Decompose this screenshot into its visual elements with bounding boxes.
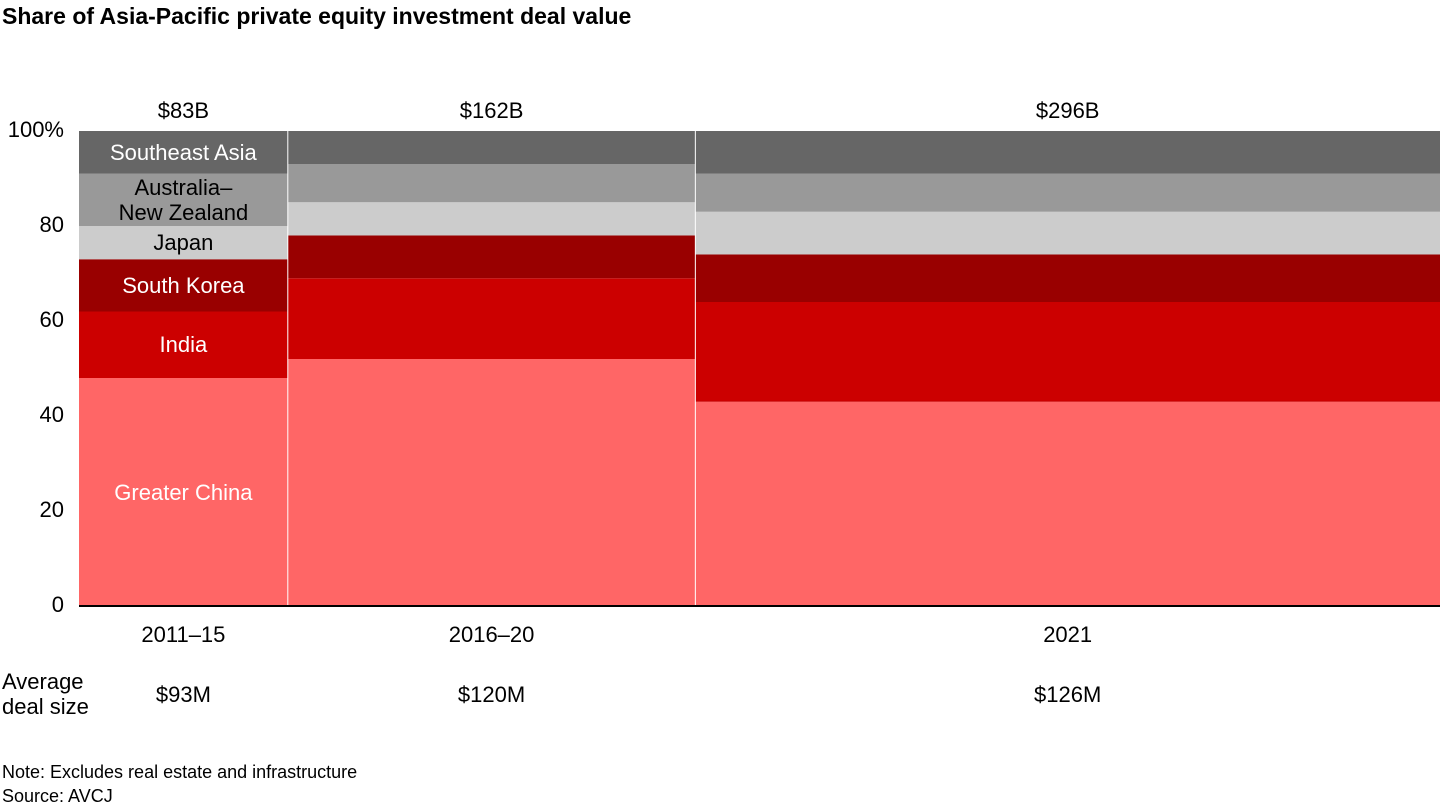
avg-deal-size: $126M — [1034, 682, 1101, 707]
bar-segment — [287, 278, 696, 359]
segment-label: Australia– New Zealand — [118, 174, 249, 225]
y-tick-label: 80 — [40, 212, 64, 237]
y-tick-label: 100% — [8, 117, 64, 142]
segment-label: Japan — [153, 230, 214, 256]
bar-segment — [695, 254, 1440, 302]
segment-label: Greater China — [114, 479, 253, 505]
y-tick-label: 60 — [40, 307, 64, 332]
total-label: $83B — [158, 98, 209, 123]
segment-label: India — [159, 332, 208, 358]
bar-segment — [287, 164, 696, 203]
y-tick-label: 20 — [40, 497, 64, 522]
bar-segment — [695, 131, 1440, 174]
bar-segment — [79, 131, 288, 174]
source: Source: AVCJ — [2, 786, 113, 806]
chart-title: Share of Asia-Pacific private equity inv… — [2, 3, 631, 29]
x-tick-label: 2011–15 — [141, 622, 225, 647]
bar-segment — [79, 259, 288, 312]
total-label: $162B — [460, 98, 524, 123]
bar-segment — [79, 226, 288, 260]
bar-segment — [695, 173, 1440, 212]
bar-segment — [79, 378, 288, 606]
bar-segment — [287, 202, 696, 236]
bar-segment — [287, 235, 696, 279]
bar-segment — [79, 173, 288, 226]
bar-segment — [695, 211, 1440, 255]
y-tick-label: 40 — [40, 402, 64, 427]
note: Note: Excludes real estate and infrastru… — [2, 762, 357, 782]
bar-segment — [287, 131, 696, 165]
bar-segment — [695, 401, 1440, 606]
x-tick-label: 2016–20 — [449, 622, 535, 647]
avg-deal-size: $120M — [458, 682, 525, 707]
bar-segment — [695, 302, 1440, 402]
y-tick-label: 0 — [52, 592, 64, 617]
segment-label: South Korea — [122, 272, 245, 298]
x-tick-label: 2021 — [1043, 622, 1092, 647]
bar-segment — [287, 359, 696, 606]
total-label: $296B — [1036, 98, 1100, 123]
segment-label: Southeast Asia — [110, 139, 257, 165]
avg-deal-size: $93M — [156, 682, 211, 707]
bar-segment — [79, 311, 288, 378]
avg-deal-size-label: Average deal size — [2, 669, 89, 719]
